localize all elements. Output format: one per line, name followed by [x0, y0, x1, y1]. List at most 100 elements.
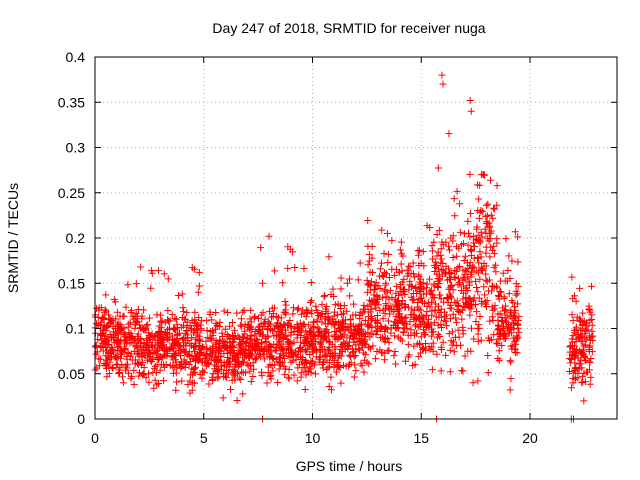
data-point [172, 386, 180, 394]
data-point [98, 343, 106, 351]
data-point [461, 252, 469, 260]
data-point [453, 252, 461, 260]
data-point [322, 334, 330, 342]
data-point [190, 379, 198, 387]
data-point [429, 339, 437, 347]
data-point [257, 338, 265, 346]
data-point [233, 309, 241, 317]
data-point [307, 297, 315, 305]
data-point [446, 304, 454, 312]
data-point [589, 332, 597, 340]
data-point [417, 333, 425, 341]
data-point [195, 332, 203, 340]
data-point [459, 326, 467, 334]
data-point [457, 341, 465, 349]
data-point [395, 268, 403, 276]
data-point [399, 297, 407, 305]
data-point [406, 277, 414, 285]
data-point [215, 340, 223, 348]
data-point [365, 360, 373, 368]
data-point [323, 326, 331, 334]
data-point [311, 333, 319, 341]
data-point [105, 311, 113, 319]
data-point [203, 344, 211, 352]
data-point [477, 228, 485, 236]
data-point [287, 346, 295, 354]
data-point [186, 389, 194, 397]
data-point [352, 311, 360, 319]
data-point [347, 359, 355, 367]
data-point [290, 371, 298, 379]
data-point [233, 397, 241, 405]
x-tick-label: 0 [91, 430, 99, 446]
data-point [95, 306, 103, 314]
data-point [587, 282, 595, 290]
data-point [430, 319, 438, 327]
data-point [249, 373, 257, 381]
y-tick-label: 0.25 [58, 185, 85, 201]
data-point [149, 336, 157, 344]
data-point [446, 246, 454, 254]
data-point [577, 356, 585, 364]
data-point [376, 285, 384, 293]
data-point [467, 324, 475, 332]
data-point [421, 300, 429, 308]
data-point [337, 285, 345, 293]
data-point [407, 269, 415, 277]
data-point [346, 275, 354, 283]
data-point [446, 292, 454, 300]
data-point [436, 308, 444, 316]
data-point [316, 355, 324, 363]
data-point [230, 349, 238, 357]
data-point [420, 329, 428, 337]
data-point [247, 323, 255, 331]
data-point [260, 319, 268, 327]
data-point [189, 371, 197, 379]
data-point [491, 205, 499, 213]
data-point [331, 352, 339, 360]
data-point [456, 228, 464, 236]
y-tick-label: 0 [77, 411, 85, 427]
data-point [365, 343, 373, 351]
data-point [191, 308, 199, 316]
data-point [247, 332, 255, 340]
data-point [571, 366, 578, 374]
data-point [439, 259, 447, 267]
data-point [138, 353, 146, 361]
data-point [478, 300, 486, 308]
data-point [318, 300, 326, 308]
data-point [271, 346, 279, 354]
data-point [140, 363, 148, 371]
data-point [587, 333, 595, 341]
data-point [219, 394, 227, 402]
data-point [566, 354, 574, 362]
data-point [441, 268, 449, 276]
data-point [374, 326, 382, 334]
data-point [125, 369, 133, 377]
data-point [485, 223, 493, 231]
data-point [352, 323, 360, 331]
data-point [301, 346, 309, 354]
data-point [277, 314, 285, 322]
data-point [474, 288, 482, 296]
data-point [381, 305, 389, 313]
data-point [363, 288, 371, 296]
data-point [206, 311, 214, 319]
data-point [390, 271, 398, 279]
data-point [451, 333, 459, 341]
data-point [434, 321, 442, 329]
data-point [178, 290, 186, 298]
data-point [502, 235, 510, 243]
data-point [482, 270, 490, 278]
data-point [225, 358, 233, 366]
data-point [172, 356, 180, 364]
data-point [398, 300, 406, 308]
data-point [494, 340, 502, 348]
data-point [496, 288, 504, 296]
data-point [451, 212, 459, 220]
data-point [223, 374, 231, 382]
data-point [337, 304, 345, 312]
data-point [309, 341, 317, 349]
data-point [226, 335, 234, 343]
data-point [482, 262, 490, 270]
